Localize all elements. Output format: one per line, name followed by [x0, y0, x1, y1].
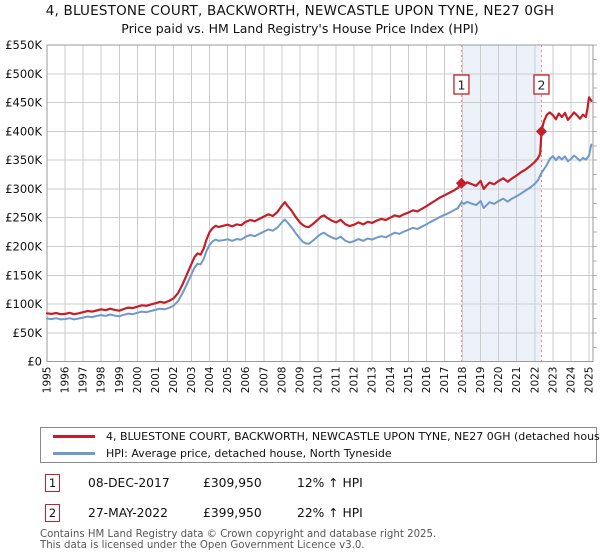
svg-text:2025: 2025	[584, 367, 596, 394]
svg-text:2006: 2006	[240, 366, 252, 393]
footer-line-2: This data is licensed under the Open Gov…	[40, 540, 365, 551]
hpi-line	[46, 143, 593, 321]
svg-text:2022: 2022	[529, 367, 541, 394]
footer-line-1: Contains HM Land Registry data © Crown c…	[40, 529, 437, 540]
sale-number-badge: 1	[45, 474, 60, 492]
sale-marker-label-2: 2	[538, 78, 546, 93]
sale-marker-label-box-2	[533, 74, 550, 95]
svg-text:£300K: £300K	[5, 182, 42, 196]
svg-text:1995: 1995	[42, 367, 54, 394]
property-line-swatch	[53, 435, 95, 438]
svg-text:£250K: £250K	[5, 211, 42, 225]
sale-row-2: 2 27-MAY-2022 £399,950 22% ↑ HPI	[0, 504, 600, 524]
svg-text:2001: 2001	[150, 367, 162, 394]
svg-text:1999: 1999	[114, 367, 126, 394]
sale-marker-2	[535, 125, 547, 137]
svg-text:2009: 2009	[294, 367, 306, 394]
between-sales-band	[461, 45, 542, 362]
svg-text:2003: 2003	[186, 367, 198, 394]
hpi-line-swatch	[53, 452, 95, 455]
right-minor-ticks	[593, 44, 597, 348]
svg-text:£350K: £350K	[5, 153, 42, 167]
svg-text:£550K: £550K	[5, 38, 42, 52]
svg-text:2017: 2017	[439, 367, 451, 394]
y-axis-labels: £0 £50K £100K £150K £200K £250K £300K £350K £400…	[5, 38, 42, 369]
plot-frame	[46, 44, 594, 363]
chart-title: 4, BLUESTONE COURT, BACKWORTH, NEWCASTLE…	[45, 3, 555, 19]
footer: Contains HM Land Registry data © Crown c…	[40, 529, 436, 551]
legend: 4, BLUESTONE COURT, BACKWORTH, NEWCASTLE…	[40, 427, 600, 463]
sale-marker-label-box-1	[453, 74, 470, 95]
svg-text:2015: 2015	[403, 367, 415, 394]
sale-marker-1	[455, 177, 467, 189]
svg-text:2002: 2002	[168, 367, 180, 394]
svg-text:2020: 2020	[493, 366, 505, 393]
sale-marker-label-1: 1	[457, 78, 465, 93]
svg-text:2004: 2004	[204, 366, 216, 393]
legend-item-hpi: HPI: Average price, detached house, Nort…	[41, 447, 596, 461]
gridlines	[46, 44, 593, 363]
svg-text:2000: 2000	[132, 367, 144, 394]
svg-text:2008: 2008	[276, 367, 288, 394]
svg-text:2024: 2024	[565, 366, 577, 393]
sale-date: 08-DEC-2017	[88, 476, 170, 490]
sale-row-1: 1 08-DEC-2017 £309,950 12% ↑ HPI	[0, 474, 600, 494]
x-axis-labels: 1995 1996 1997 1998 1999 2000 2001 2002 2003 2004…	[42, 366, 596, 393]
svg-text:£400K: £400K	[5, 124, 42, 138]
sale-price: £399,950	[203, 506, 262, 520]
property-price-line	[45, 96, 593, 316]
svg-text:1996: 1996	[60, 366, 72, 393]
sale-price: £309,950	[203, 476, 262, 490]
svg-text:£150K: £150K	[5, 268, 42, 282]
legend-label-hpi: HPI: Average price, detached house, Nort…	[106, 447, 392, 460]
svg-text:2005: 2005	[222, 367, 234, 394]
legend-item-property: 4, BLUESTONE COURT, BACKWORTH, NEWCASTLE…	[41, 430, 600, 444]
sale-date: 27-MAY-2022	[88, 506, 168, 520]
svg-text:2021: 2021	[511, 367, 523, 394]
svg-text:2023: 2023	[547, 367, 559, 394]
sale-hpi-delta: 12% ↑ HPI	[297, 476, 363, 490]
svg-text:2010: 2010	[313, 367, 325, 394]
legend-label-property: 4, BLUESTONE COURT, BACKWORTH, NEWCASTLE…	[106, 430, 600, 443]
svg-text:£450K: £450K	[5, 96, 42, 110]
svg-text:2014: 2014	[385, 366, 397, 393]
svg-text:£200K: £200K	[5, 240, 42, 254]
svg-text:£50K: £50K	[13, 326, 43, 340]
chart-subtitle: Price paid vs. HM Land Registry's House …	[121, 21, 479, 36]
sale-hpi-delta: 22% ↑ HPI	[297, 506, 363, 520]
svg-text:2012: 2012	[349, 367, 361, 394]
svg-text:2013: 2013	[367, 367, 379, 394]
svg-text:2019: 2019	[475, 367, 487, 394]
sale-number-badge: 2	[45, 504, 60, 522]
svg-text:1998: 1998	[96, 367, 108, 394]
svg-text:£0: £0	[27, 355, 42, 369]
svg-text:£100K: £100K	[5, 297, 42, 311]
svg-text:2018: 2018	[457, 367, 469, 394]
svg-text:2011: 2011	[331, 367, 343, 394]
svg-text:2016: 2016	[421, 366, 433, 393]
price-chart-svg: 1 2 £0 £50K £100K £150K £200K £250K £300K £350K £4…	[5, 38, 597, 393]
svg-text:1997: 1997	[78, 367, 90, 394]
svg-text:£500K: £500K	[5, 67, 42, 81]
svg-text:2007: 2007	[258, 367, 270, 394]
